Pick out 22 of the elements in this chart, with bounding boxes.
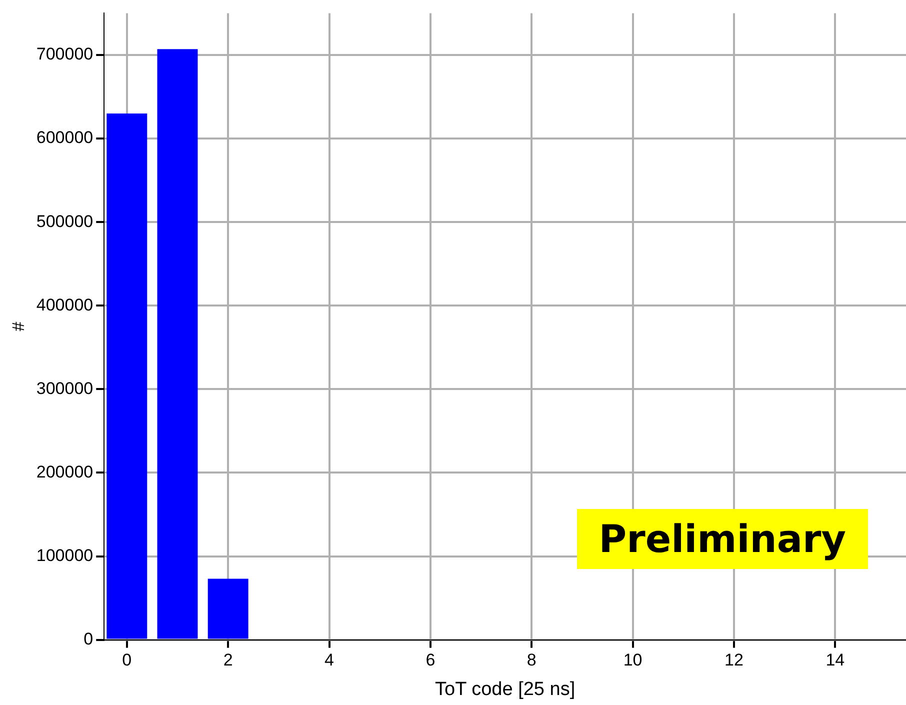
y-tick-label: 300000 [36, 378, 94, 398]
y-tick-label: 200000 [36, 462, 94, 482]
x-tick-label: 2 [223, 650, 233, 670]
annotation: Preliminary [576, 509, 868, 569]
x-tick-label: 12 [724, 650, 744, 670]
y-tick-label: 500000 [36, 212, 94, 231]
x-axis-title: ToT code [25 ns] [435, 678, 576, 700]
y-tick-label: 700000 [36, 44, 94, 64]
x-tick-label: 0 [122, 650, 132, 670]
x-tick-label: 8 [526, 650, 536, 670]
y-tick-label: 600000 [36, 128, 94, 148]
y-tick-label: 400000 [36, 295, 94, 314]
x-tick-label: 4 [324, 650, 334, 670]
x-tick-label: 6 [426, 650, 436, 670]
y-axis-title: # [8, 321, 28, 332]
y-tick-label: 0 [84, 629, 94, 648]
bar [208, 578, 248, 639]
bar [106, 113, 148, 639]
x-tick-label: 14 [826, 650, 845, 670]
bar [157, 49, 198, 639]
y-tick-label: 100000 [36, 546, 94, 565]
x-tick-label: 10 [623, 650, 642, 670]
